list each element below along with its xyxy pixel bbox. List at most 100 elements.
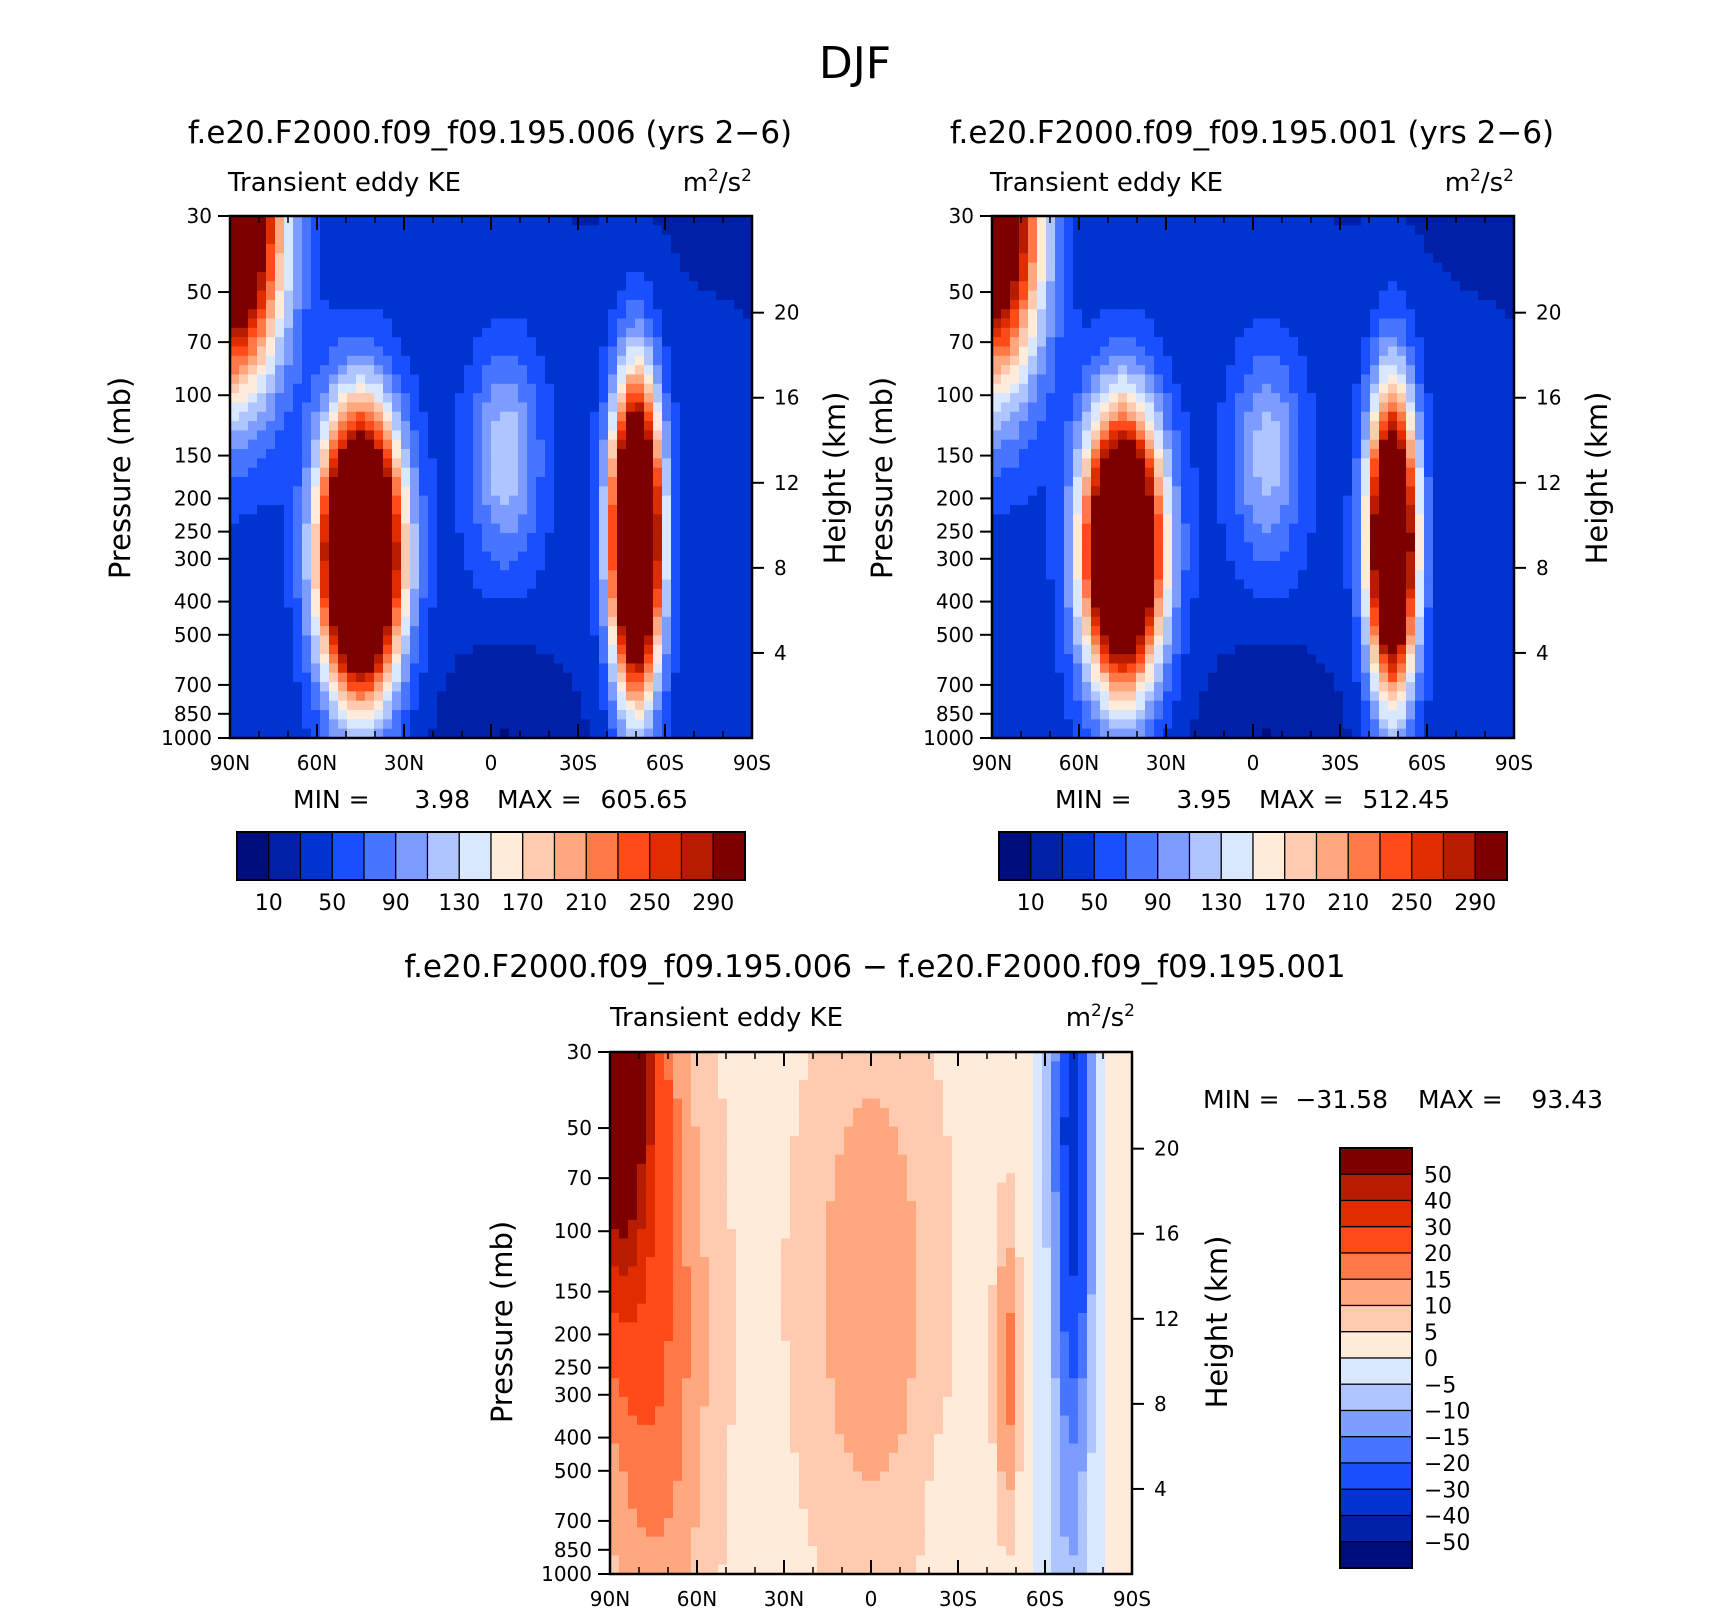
- contour-cell: [545, 495, 555, 506]
- contour-cell: [743, 271, 753, 282]
- contour-cell: [707, 728, 717, 739]
- contour-cell: [554, 495, 564, 506]
- contour-cell: [356, 486, 366, 497]
- contour-cell: [1073, 449, 1083, 459]
- contour-cell: [1172, 393, 1182, 404]
- contour-cell: [338, 318, 348, 329]
- contour-cell: [725, 374, 735, 385]
- contour-cell: [383, 216, 393, 226]
- contour-cell: [662, 710, 672, 720]
- contour-cell: [401, 458, 411, 469]
- contour-cell: [239, 691, 249, 702]
- contour-cell: [635, 486, 645, 497]
- contour-cell: [992, 309, 1002, 320]
- contour-cell: [518, 281, 528, 292]
- contour-cell: [689, 374, 699, 385]
- contour-cell: [545, 523, 555, 534]
- contour-cell: [698, 626, 708, 637]
- contour-cell: [1082, 402, 1092, 413]
- contour-cell: [1127, 271, 1137, 282]
- contour-cell: [1505, 458, 1515, 469]
- contour-cell: [419, 504, 429, 515]
- contour-cell: [275, 309, 285, 320]
- contour-cell: [1127, 281, 1137, 292]
- contour-cell: [311, 234, 321, 245]
- contour-cell: [1460, 411, 1470, 422]
- contour-cell: [581, 514, 591, 525]
- contour-cell: [635, 626, 645, 637]
- contour-cell: [1064, 467, 1074, 478]
- contour-cell: [284, 290, 294, 301]
- contour-cell: [563, 477, 573, 487]
- contour-cell: [230, 644, 240, 655]
- contour-cell: [1136, 309, 1146, 320]
- contour-cell: [1154, 421, 1164, 431]
- contour-cell: [1064, 365, 1074, 376]
- contour-cell: [1145, 216, 1155, 226]
- contour-cell: [500, 299, 510, 310]
- contour-cell: [383, 299, 393, 310]
- contour-cell: [401, 467, 411, 478]
- contour-cell: [725, 663, 735, 674]
- contour-cell: [293, 243, 303, 254]
- contour-cell: [266, 402, 276, 413]
- contour-cell: [626, 542, 636, 553]
- contour-cell: [734, 607, 744, 618]
- contour-cell: [464, 346, 474, 357]
- contour-cell: [284, 542, 294, 553]
- contour-cell: [248, 710, 258, 720]
- contour-cell: [1298, 411, 1308, 422]
- contour-cell: [275, 337, 285, 348]
- contour-cell: [1379, 393, 1389, 404]
- contour-cell: [1460, 402, 1470, 413]
- contour-cell: [581, 253, 591, 264]
- contour-cell: [284, 393, 294, 404]
- contour-cell: [338, 449, 348, 459]
- contour-cell: [653, 514, 663, 525]
- contour-cell: [1496, 346, 1506, 357]
- contour-cell: [1064, 243, 1074, 254]
- contour-cell: [338, 421, 348, 431]
- contour-cell: [527, 216, 537, 226]
- contour-cell: [1262, 253, 1272, 264]
- contour-cell: [275, 290, 285, 301]
- contour-cell: [1064, 225, 1074, 236]
- contour-cell: [419, 607, 429, 618]
- contour-cell: [635, 654, 645, 665]
- contour-cell: [1226, 216, 1236, 226]
- contour-cell: [1190, 262, 1200, 273]
- contour-cell: [716, 542, 726, 553]
- contour-cell: [707, 318, 717, 329]
- contour-cell: [608, 393, 618, 404]
- contour-cell: [626, 402, 636, 413]
- contour-cell: [698, 504, 708, 515]
- contour-cell: [428, 430, 438, 441]
- contour-cell: [563, 421, 573, 431]
- contour-cell: [1226, 467, 1236, 478]
- contour-cell: [1325, 458, 1335, 469]
- contour-cell: [1235, 234, 1245, 245]
- contour-cell: [401, 421, 411, 431]
- contour-cell: [509, 504, 519, 515]
- contour-cell: [1181, 234, 1191, 245]
- contour-cell: [1370, 337, 1380, 348]
- contour-cell: [536, 216, 546, 226]
- contour-cell: [554, 682, 564, 692]
- contour-cell: [1064, 439, 1074, 450]
- contour-cell: [257, 262, 267, 273]
- contour-cell: [1163, 439, 1173, 450]
- contour-cell: [383, 234, 393, 245]
- contour-cell: [491, 337, 501, 348]
- contour-cell: [734, 346, 744, 357]
- contour-cell: [527, 495, 537, 506]
- contour-cell: [374, 672, 384, 683]
- contour-cell: [716, 644, 726, 655]
- contour-cell: [1163, 327, 1173, 338]
- contour-cell: [608, 216, 618, 226]
- contour-cell: [1370, 402, 1380, 413]
- contour-cell: [1001, 346, 1011, 357]
- contour-cell: [1262, 383, 1272, 394]
- contour-cell: [257, 514, 267, 525]
- contour-cell: [707, 542, 717, 553]
- contour-cell: [302, 710, 312, 720]
